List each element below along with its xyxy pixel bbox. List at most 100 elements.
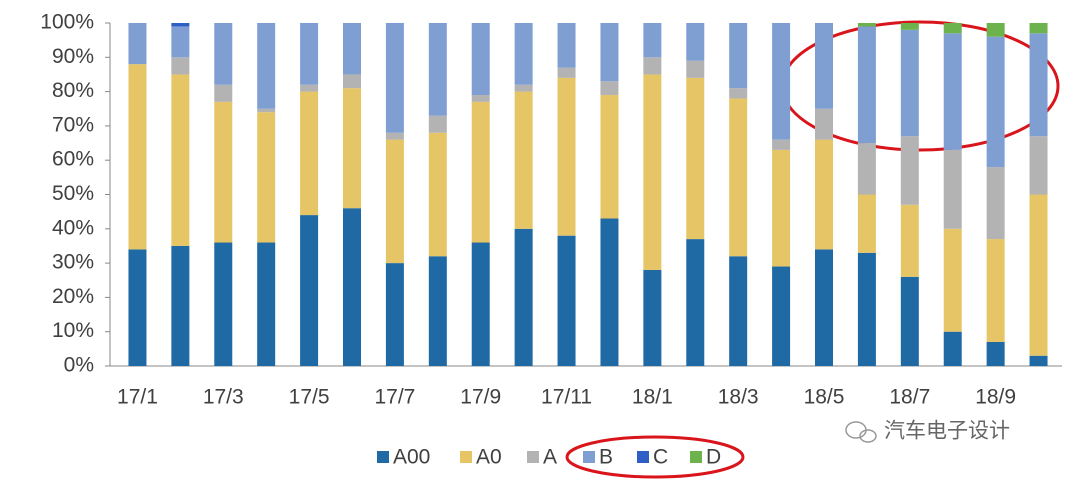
highlight-ellipse bbox=[565, 435, 745, 479]
bar-segment bbox=[343, 23, 361, 75]
y-tick-label: 30% bbox=[52, 251, 94, 274]
bar-segment bbox=[815, 249, 833, 366]
bar-segment bbox=[300, 23, 319, 85]
bar-segment bbox=[600, 95, 619, 219]
bar-segment bbox=[815, 139, 833, 250]
bar-segment bbox=[557, 77, 576, 236]
legend-swatch bbox=[583, 451, 595, 463]
y-tick-label: 10% bbox=[52, 319, 94, 342]
bar-segment bbox=[943, 331, 962, 366]
y-tick-label: 60% bbox=[52, 148, 94, 171]
bar-segment bbox=[428, 256, 447, 366]
bar-segment bbox=[171, 57, 190, 75]
bar-segment bbox=[900, 276, 919, 366]
bar-segment bbox=[428, 23, 447, 116]
y-tick-label: 100% bbox=[40, 11, 94, 34]
x-tick-label: 17/9 bbox=[460, 386, 501, 409]
x-tick-label: 17/3 bbox=[203, 386, 244, 409]
bar-segment bbox=[471, 242, 490, 366]
bar-segment bbox=[128, 23, 147, 65]
y-tick-label: 0% bbox=[64, 354, 94, 377]
y-tick-label: 40% bbox=[52, 216, 94, 239]
bar-segment bbox=[1029, 33, 1048, 137]
legend-label: A bbox=[543, 446, 557, 469]
bar-segment bbox=[171, 23, 190, 27]
bar-segment bbox=[428, 132, 447, 257]
bar-segment bbox=[857, 252, 876, 366]
bar-segment bbox=[257, 242, 276, 366]
bar-segment bbox=[943, 149, 962, 229]
bar-segment bbox=[686, 239, 705, 366]
bar-segment bbox=[772, 149, 791, 267]
bar-segment bbox=[428, 115, 447, 133]
legend-swatch bbox=[460, 451, 472, 463]
bar-segment bbox=[686, 77, 705, 240]
bar-segment bbox=[257, 112, 276, 243]
x-tick-label: 18/3 bbox=[718, 386, 759, 409]
bar-segment bbox=[471, 95, 490, 102]
legend-label: A0 bbox=[476, 446, 502, 469]
x-tick-label: 18/1 bbox=[632, 386, 673, 409]
bar-segment bbox=[214, 23, 233, 85]
bar-segment bbox=[600, 218, 619, 366]
bar-segment bbox=[857, 194, 876, 253]
bar-segment bbox=[815, 108, 833, 140]
legend-swatch bbox=[377, 451, 389, 463]
bar-segment bbox=[471, 101, 490, 243]
bar-segment bbox=[815, 23, 833, 109]
bar-segment bbox=[900, 29, 919, 137]
bar-segment bbox=[900, 136, 919, 205]
legend-swatch bbox=[527, 451, 539, 463]
bar-segment bbox=[600, 81, 619, 96]
x-tick-label: 17/1 bbox=[117, 386, 158, 409]
bar-segment bbox=[900, 23, 919, 30]
bar-segment bbox=[643, 269, 662, 366]
bar-segment bbox=[343, 88, 361, 209]
bar-segment bbox=[557, 23, 576, 68]
y-tick-label: 20% bbox=[52, 285, 94, 308]
bar-segment bbox=[514, 228, 533, 366]
legend-swatch bbox=[637, 451, 649, 463]
bar-segment bbox=[729, 23, 748, 89]
legend-label: B bbox=[599, 446, 613, 469]
y-tick-label: 90% bbox=[52, 45, 94, 68]
bar-segment bbox=[857, 26, 876, 144]
bar-segment bbox=[385, 263, 404, 366]
bar-segment bbox=[857, 23, 876, 27]
x-tick-label: 17/11 bbox=[541, 386, 592, 409]
bar-segment bbox=[171, 74, 190, 246]
bar-segment bbox=[986, 239, 1005, 342]
watermark: 汽车电子设计 bbox=[884, 420, 1010, 443]
bar-segment bbox=[171, 26, 190, 58]
bar-segment bbox=[643, 74, 662, 270]
bar-segment bbox=[214, 84, 233, 102]
bar-segment bbox=[1029, 136, 1048, 195]
x-tick-label: 18/7 bbox=[889, 386, 930, 409]
x-tick-label: 18/9 bbox=[975, 386, 1016, 409]
bar-segment bbox=[686, 60, 705, 78]
bar-segment bbox=[385, 23, 404, 133]
bar-segment bbox=[729, 256, 748, 366]
bar-segment bbox=[257, 23, 276, 109]
bar-segment bbox=[171, 245, 190, 366]
bar-segment bbox=[686, 23, 705, 61]
legend-label: C bbox=[653, 446, 668, 469]
bar-segment bbox=[986, 341, 1005, 366]
bar-segment bbox=[128, 64, 147, 250]
bar-segment bbox=[729, 88, 748, 99]
bar-segment bbox=[514, 23, 533, 85]
bar-segment bbox=[557, 67, 576, 78]
bar-segment bbox=[643, 23, 662, 58]
bar-segment bbox=[772, 23, 791, 140]
bar-segment bbox=[1029, 23, 1048, 34]
bar-segment bbox=[986, 36, 1005, 168]
bar-segment bbox=[514, 84, 533, 92]
legend-label: D bbox=[706, 446, 721, 469]
bar-segment bbox=[471, 23, 490, 96]
bar-segment bbox=[257, 108, 276, 113]
bar-segment bbox=[986, 167, 1005, 240]
bar-segment bbox=[514, 91, 533, 229]
bar-segment bbox=[600, 23, 619, 82]
legend-label: A00 bbox=[393, 446, 430, 469]
